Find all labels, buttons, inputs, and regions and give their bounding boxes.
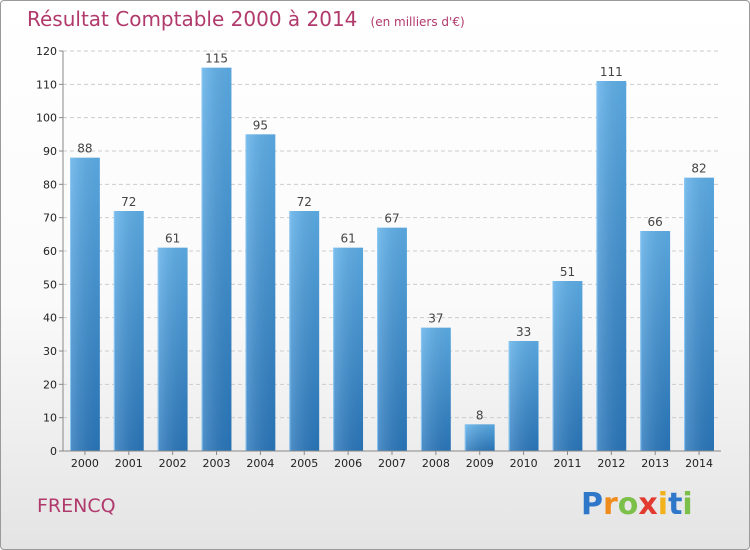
data-label: 33 <box>516 325 531 339</box>
x-tick-label: 2011 <box>553 457 581 470</box>
logo-letter: r <box>603 487 618 522</box>
chart-unit-note: (en milliers d'€) <box>370 15 465 29</box>
x-tick-label: 2006 <box>334 457 362 470</box>
x-tick-label: 2013 <box>641 457 669 470</box>
bar-highlight <box>201 67 232 452</box>
data-label: 61 <box>165 232 180 246</box>
x-tick-label: 2005 <box>290 457 318 470</box>
y-tick-label: 110 <box>36 78 57 91</box>
x-tick-label: 2007 <box>378 457 406 470</box>
x-tick-label: 2001 <box>115 457 143 470</box>
bar-highlight <box>552 281 583 451</box>
x-tick-label: 2008 <box>422 457 450 470</box>
y-tick-label: 10 <box>43 412 57 425</box>
data-label: 88 <box>77 142 92 156</box>
bar-highlight <box>508 341 539 451</box>
bar-highlight <box>596 81 627 451</box>
y-tick-label: 30 <box>43 345 57 358</box>
logo-letter: t <box>668 487 683 522</box>
proxiti-logo: Proxiti <box>581 487 693 522</box>
commune-name: FRENCQ <box>37 495 116 517</box>
y-tick-label: 20 <box>43 378 57 391</box>
y-tick-label: 120 <box>36 45 57 58</box>
y-tick-label: 60 <box>43 245 57 258</box>
data-label: 8 <box>476 408 484 422</box>
data-label: 61 <box>340 232 355 246</box>
logo-letter: P <box>581 487 603 522</box>
data-label: 66 <box>648 215 663 229</box>
data-label: 37 <box>428 312 443 326</box>
y-tick-label: 40 <box>43 312 57 325</box>
y-tick-label: 0 <box>50 445 57 458</box>
data-label: 72 <box>121 195 136 209</box>
y-tick-label: 70 <box>43 212 57 225</box>
bar-highlight <box>640 231 671 451</box>
data-label: 51 <box>560 265 575 279</box>
chart-title: Résultat Comptable 2000 à 2014 <box>27 7 358 31</box>
bar-highlight <box>245 134 276 452</box>
bar-highlight <box>684 177 714 451</box>
x-tick-label: 2009 <box>466 457 494 470</box>
x-tick-label: 2010 <box>510 457 538 470</box>
x-tick-label: 2014 <box>685 457 713 470</box>
x-tick-label: 2003 <box>203 457 231 470</box>
data-label: 72 <box>297 195 312 209</box>
data-label: 82 <box>691 162 706 176</box>
bar-highlight <box>333 247 364 451</box>
logo-letter: i <box>682 487 693 522</box>
bar-highlight <box>70 157 100 451</box>
y-tick-label: 50 <box>43 278 57 291</box>
logo-letter: i <box>657 487 669 522</box>
data-label: 67 <box>384 212 399 226</box>
data-label: 115 <box>205 52 228 66</box>
chart-title-block: Résultat Comptable 2000 à 2014 (en milli… <box>27 7 465 31</box>
y-tick-label: 80 <box>43 178 57 191</box>
bar-highlight <box>420 327 451 451</box>
y-tick-label: 90 <box>43 145 57 158</box>
bar-highlight <box>157 247 188 451</box>
x-tick-label: 2012 <box>597 457 625 470</box>
bar-highlight <box>464 424 495 451</box>
x-tick-label: 2004 <box>246 457 274 470</box>
x-tick-label: 2002 <box>159 457 187 470</box>
logo-letter: x <box>638 487 658 522</box>
logo-letter: o <box>617 487 639 522</box>
bar-highlight <box>289 211 320 451</box>
y-tick-label: 100 <box>36 112 57 125</box>
bar-highlight <box>377 227 407 451</box>
data-label: 95 <box>253 118 268 132</box>
x-tick-label: 2000 <box>71 457 99 470</box>
data-label: 111 <box>600 65 623 79</box>
bar-highlight <box>113 211 144 451</box>
